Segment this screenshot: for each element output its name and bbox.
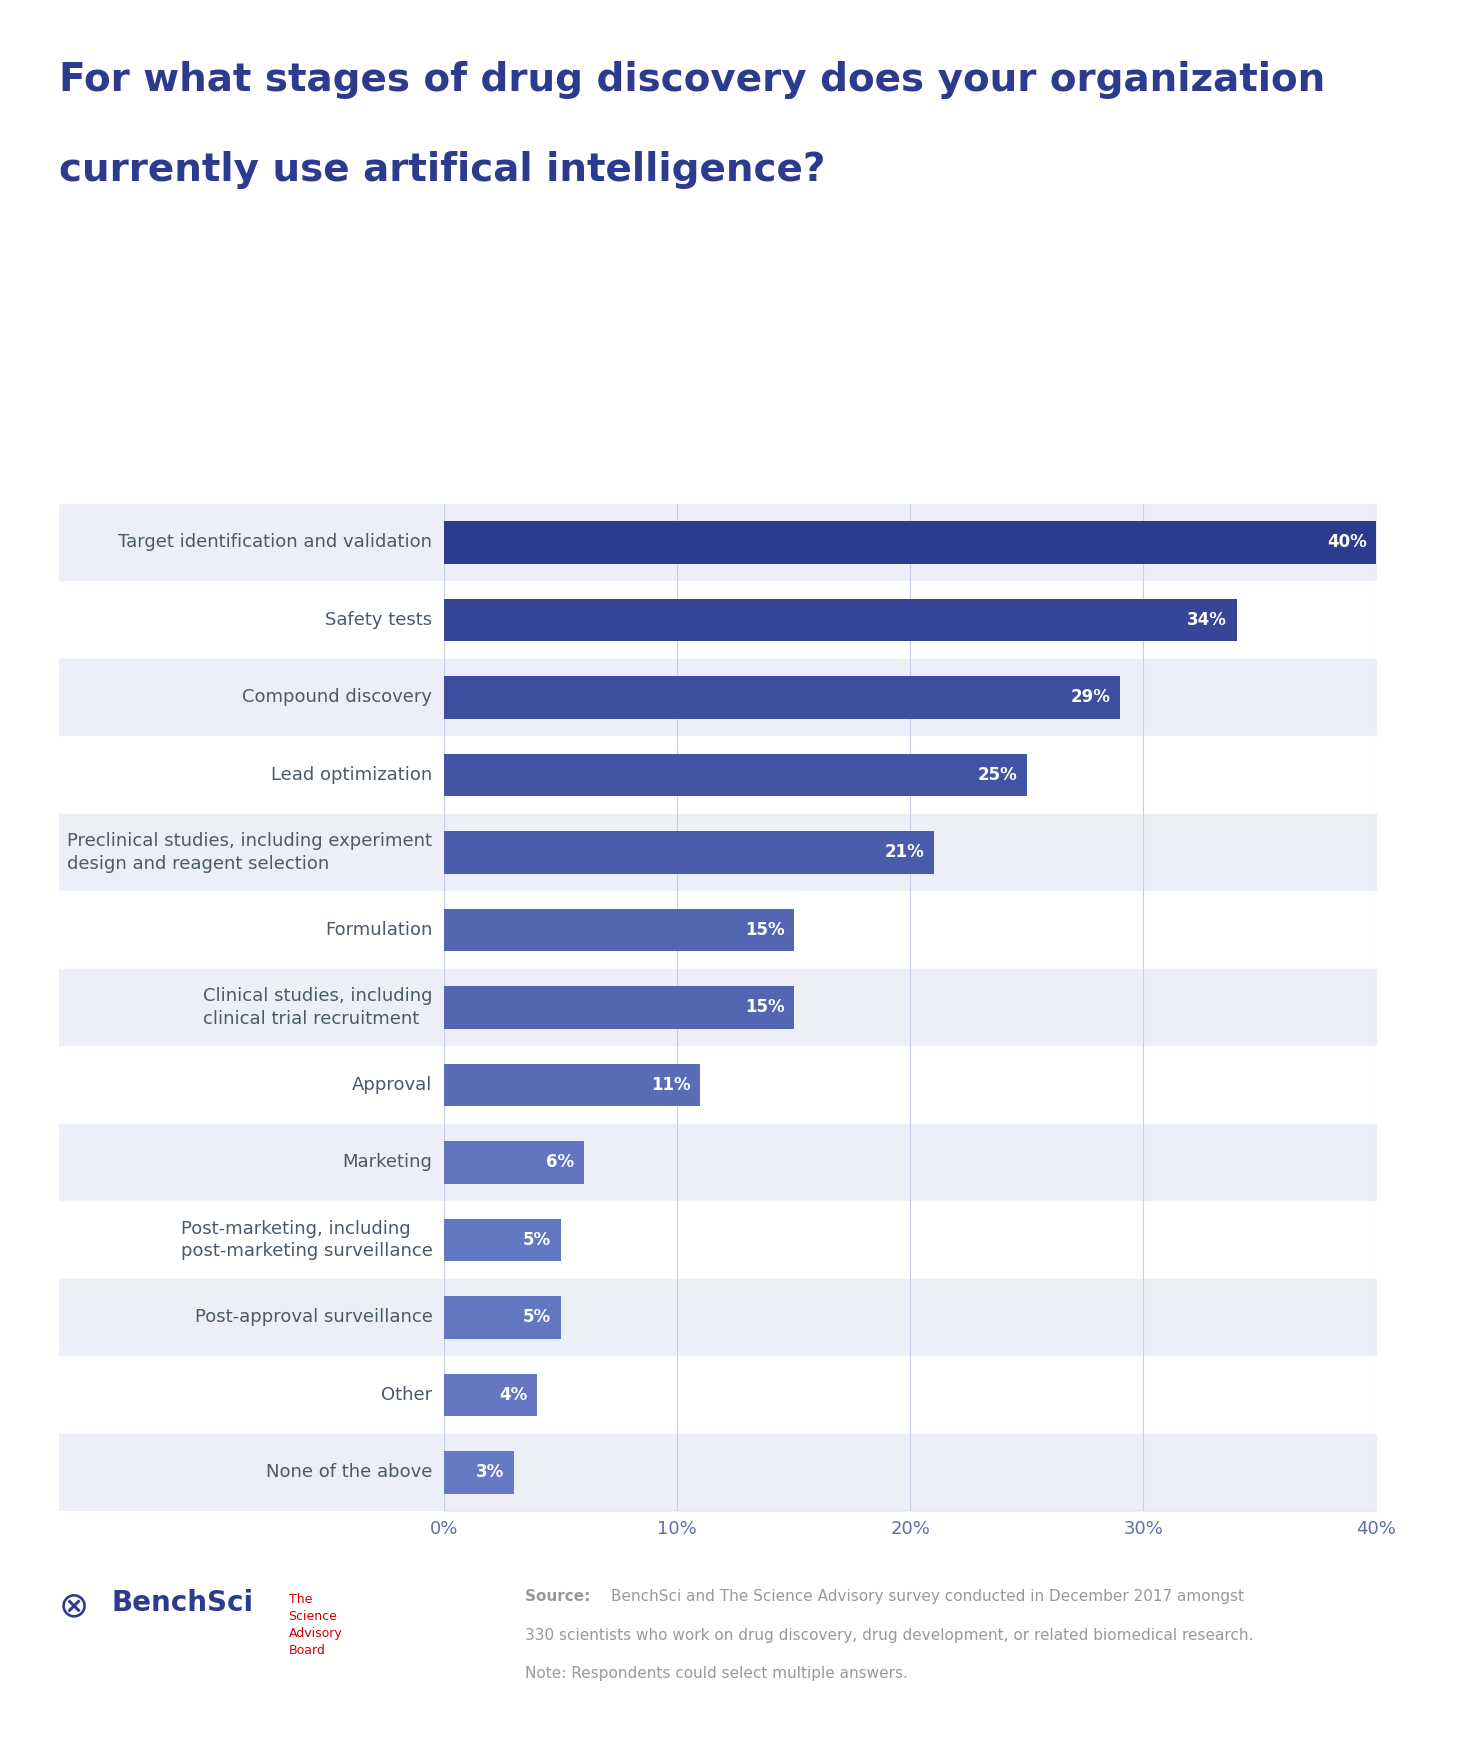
- Bar: [444, 1433, 1376, 1511]
- Bar: [444, 736, 1376, 813]
- Text: Other: Other: [382, 1386, 432, 1403]
- Text: ⊗: ⊗: [59, 1589, 89, 1624]
- Bar: [444, 1357, 1376, 1433]
- Text: 6%: 6%: [546, 1153, 574, 1171]
- Text: 34%: 34%: [1187, 611, 1227, 629]
- Bar: [444, 891, 1376, 969]
- Text: 15%: 15%: [744, 999, 784, 1016]
- Bar: [444, 1046, 1376, 1124]
- Text: 29%: 29%: [1072, 688, 1110, 707]
- Text: Post-marketing, including
post-marketing surveillance: Post-marketing, including post-marketing…: [181, 1219, 432, 1259]
- Bar: [59, 1278, 444, 1357]
- Bar: [444, 1141, 585, 1185]
- Text: Formulation: Formulation: [326, 921, 432, 940]
- Bar: [59, 1433, 444, 1511]
- Text: Source:: Source:: [525, 1589, 596, 1605]
- Text: Compound discovery: Compound discovery: [243, 688, 432, 707]
- Bar: [59, 1202, 444, 1278]
- Bar: [444, 1124, 1376, 1202]
- Bar: [59, 504, 444, 582]
- Text: Marketing: Marketing: [342, 1153, 432, 1171]
- Bar: [59, 813, 444, 891]
- Text: Safety tests: Safety tests: [326, 611, 432, 629]
- Bar: [444, 599, 1237, 641]
- Text: 330 scientists who work on drug discovery, drug development, or related biomedic: 330 scientists who work on drug discover…: [525, 1628, 1254, 1643]
- Text: Post-approval surveillance: Post-approval surveillance: [194, 1308, 432, 1327]
- Bar: [59, 1046, 444, 1124]
- Bar: [444, 987, 793, 1028]
- Bar: [444, 1450, 514, 1494]
- Text: None of the above: None of the above: [266, 1464, 432, 1482]
- Bar: [444, 658, 1376, 736]
- Bar: [444, 908, 793, 952]
- Bar: [444, 582, 1376, 658]
- Bar: [444, 1296, 561, 1339]
- Bar: [444, 1202, 1376, 1278]
- Bar: [59, 658, 444, 736]
- Text: Target identification and validation: Target identification and validation: [118, 533, 432, 551]
- Text: 25%: 25%: [978, 766, 1017, 783]
- Bar: [444, 1219, 561, 1261]
- Bar: [59, 582, 444, 658]
- Text: The
Science
Advisory
Board: The Science Advisory Board: [289, 1593, 342, 1657]
- Text: 5%: 5%: [522, 1308, 551, 1327]
- Bar: [444, 813, 1376, 891]
- Text: 5%: 5%: [522, 1232, 551, 1249]
- Bar: [444, 1063, 700, 1106]
- Text: Lead optimization: Lead optimization: [271, 766, 432, 783]
- Bar: [59, 969, 444, 1046]
- Bar: [444, 676, 1120, 719]
- Text: 21%: 21%: [885, 844, 924, 862]
- Text: Preclinical studies, including experiment
design and reagent selection: Preclinical studies, including experimen…: [68, 832, 432, 872]
- Text: Clinical studies, including
clinical trial recruitment: Clinical studies, including clinical tri…: [203, 987, 432, 1028]
- Text: 3%: 3%: [477, 1464, 505, 1482]
- Bar: [59, 736, 444, 813]
- Bar: [444, 830, 934, 874]
- Bar: [444, 521, 1376, 565]
- Bar: [59, 1124, 444, 1202]
- Bar: [444, 1374, 537, 1416]
- Text: BenchSci: BenchSci: [111, 1589, 253, 1617]
- Text: 15%: 15%: [744, 921, 784, 940]
- Text: 4%: 4%: [500, 1386, 528, 1403]
- Bar: [59, 1357, 444, 1433]
- Text: For what stages of drug discovery does your organization: For what stages of drug discovery does y…: [59, 61, 1326, 99]
- Text: Note: Respondents could select multiple answers.: Note: Respondents could select multiple …: [525, 1666, 909, 1681]
- Text: BenchSci and The Science Advisory survey conducted in December 2017 amongst: BenchSci and The Science Advisory survey…: [611, 1589, 1245, 1605]
- Bar: [444, 969, 1376, 1046]
- Bar: [444, 1278, 1376, 1357]
- Text: currently use artifical intelligence?: currently use artifical intelligence?: [59, 151, 826, 189]
- Text: 40%: 40%: [1328, 533, 1368, 551]
- Bar: [444, 504, 1376, 582]
- Bar: [59, 891, 444, 969]
- Bar: [444, 754, 1027, 796]
- Text: 11%: 11%: [651, 1075, 691, 1094]
- Text: Approval: Approval: [352, 1075, 432, 1094]
